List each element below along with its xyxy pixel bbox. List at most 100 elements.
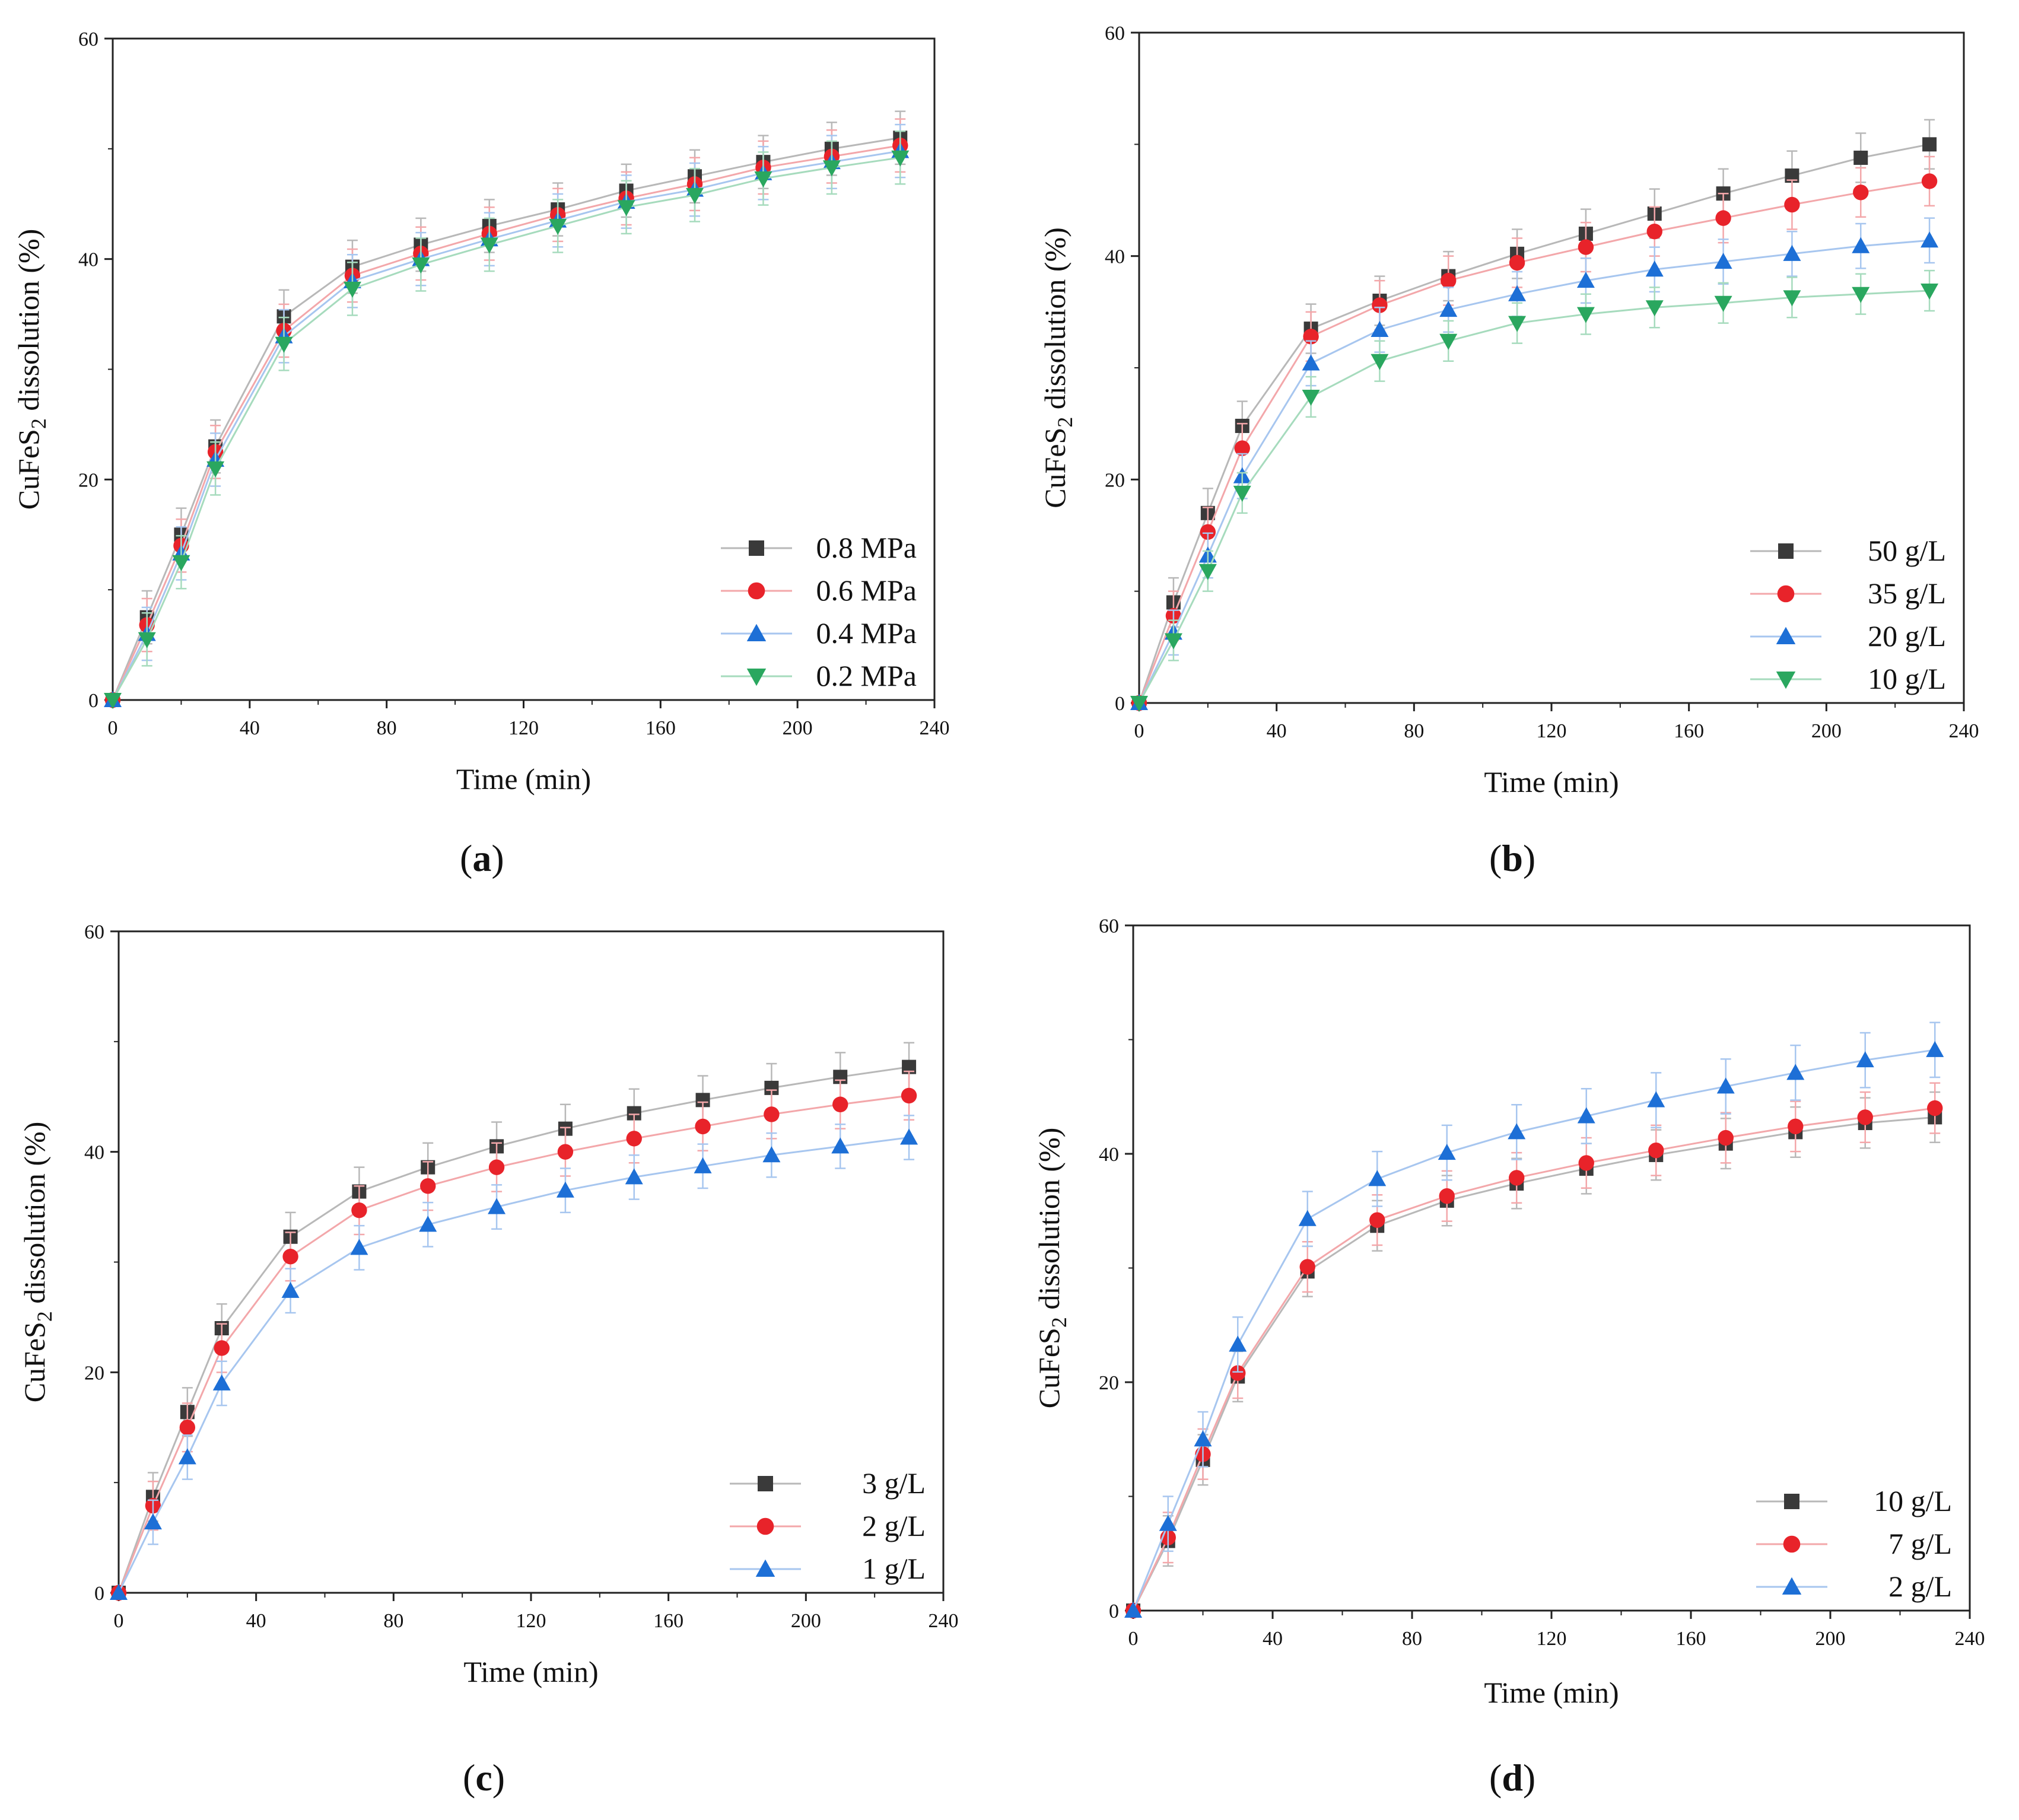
x-tick-label: 120 <box>1537 720 1567 742</box>
legend-marker <box>746 669 767 686</box>
x-tick-label: 0 <box>114 1610 124 1632</box>
plot-frame <box>1138 31 1965 704</box>
data-point <box>1439 1188 1455 1204</box>
data-point <box>832 1096 848 1112</box>
data-point <box>1853 150 1868 165</box>
caption-c: (c) <box>463 1757 505 1799</box>
legend-marker <box>756 1517 774 1535</box>
data-point <box>1371 320 1389 337</box>
data-point <box>900 1128 918 1145</box>
x-tick-label: 200 <box>783 717 813 739</box>
data-point <box>1645 300 1664 317</box>
data-point <box>178 1448 196 1465</box>
data-point <box>419 1216 437 1232</box>
data-point <box>1159 1514 1177 1531</box>
x-tick-label: 120 <box>508 717 539 739</box>
x-tick-label: 80 <box>383 1610 403 1632</box>
series-line <box>1138 239 1930 704</box>
series-line <box>117 1137 910 1593</box>
data-point <box>626 1131 642 1147</box>
y-tick-label: 20 <box>1099 1372 1119 1394</box>
data-point <box>1124 1602 1142 1618</box>
series-line <box>117 1094 910 1593</box>
data-point <box>1233 485 1251 502</box>
chart-a: 0 40 80 120 160 200 240 0 20 40 60 Time (min) CuFeS2… <box>12 28 950 796</box>
data-point <box>831 1137 850 1154</box>
data-point <box>1130 696 1148 712</box>
data-point <box>1645 260 1664 277</box>
data-point <box>488 1159 505 1175</box>
legend-label: 35 g/L <box>1868 577 1946 610</box>
y-tick-label: 20 <box>78 469 98 491</box>
data-point <box>110 1584 128 1600</box>
y-tick-label: 0 <box>88 690 98 712</box>
series-line <box>1138 180 1930 704</box>
legend-label: 10 g/L <box>1868 662 1946 695</box>
data-point <box>1200 524 1216 540</box>
data-point <box>1368 1170 1387 1186</box>
y-axis-label: CuFeS2 dissolution (%) <box>18 1122 56 1403</box>
x-tick-label: 120 <box>516 1610 546 1632</box>
data-point <box>1852 287 1870 303</box>
plot-frame <box>112 37 936 701</box>
data-point <box>1783 290 1801 307</box>
data-point <box>275 336 293 353</box>
x-axis-label: Time (min) <box>463 1655 598 1688</box>
legend-label: 7 g/L <box>1888 1527 1952 1560</box>
data-point <box>891 150 910 167</box>
data-point <box>1784 196 1800 213</box>
x-tick-label: 80 <box>1402 1628 1422 1650</box>
data-point <box>1857 1109 1873 1125</box>
y-tick-label: 0 <box>1109 1601 1119 1622</box>
x-tick-label: 200 <box>1811 720 1842 742</box>
legend-marker <box>1776 672 1796 689</box>
legend-label: 2 g/L <box>862 1509 926 1542</box>
data-point <box>764 1106 780 1122</box>
x-tick-label: 40 <box>246 1610 266 1632</box>
legend-label: 0.6 MPa <box>816 574 917 607</box>
data-point <box>1921 231 1939 248</box>
data-point <box>1576 272 1595 288</box>
data-point <box>1441 272 1457 289</box>
series-line <box>117 1066 910 1593</box>
data-point <box>1438 1144 1456 1160</box>
series-line <box>1132 1107 1935 1611</box>
x-axis-label: Time (min) <box>1484 765 1619 798</box>
x-tick-label: 160 <box>1674 720 1704 742</box>
data-point <box>686 187 704 204</box>
series-line <box>112 136 901 701</box>
y-tick-label: 60 <box>78 28 98 50</box>
data-point <box>557 1144 574 1160</box>
data-point <box>1164 633 1182 650</box>
y-tick-label: 20 <box>1105 469 1125 491</box>
data-point <box>212 1374 231 1391</box>
legend-label: 50 g/L <box>1868 534 1946 567</box>
data-point <box>144 1513 162 1530</box>
data-point <box>822 160 841 177</box>
legend-marker <box>1782 1577 1802 1595</box>
x-tick-label: 40 <box>1263 1628 1283 1650</box>
data-point <box>762 1146 781 1163</box>
data-point <box>350 1239 368 1255</box>
legend-marker <box>746 623 767 641</box>
legend-marker <box>1777 585 1795 603</box>
legend-label: 10 g/L <box>1874 1484 1952 1517</box>
x-tick-label: 0 <box>108 717 118 739</box>
data-point <box>138 632 156 648</box>
x-axis-label: Time (min) <box>456 762 591 796</box>
data-point <box>1508 285 1527 301</box>
legend-label: 1 g/L <box>862 1552 926 1585</box>
data-point <box>1718 1129 1734 1146</box>
data-point <box>1508 316 1527 332</box>
chart-b: 0 40 80 120 160 200 240 0 20 40 60 Time (min) CuFeS2… <box>1038 23 1979 798</box>
legend-label: 20 g/L <box>1868 619 1946 653</box>
series-line <box>112 144 901 701</box>
series-line <box>1138 143 1930 704</box>
data-point <box>1578 239 1594 255</box>
data-point <box>1234 440 1250 456</box>
data-point <box>1508 1123 1526 1140</box>
data-point <box>901 1087 917 1104</box>
y-tick-label: 40 <box>84 1142 104 1164</box>
series-line <box>1132 1049 1935 1611</box>
data-point <box>1852 237 1870 253</box>
